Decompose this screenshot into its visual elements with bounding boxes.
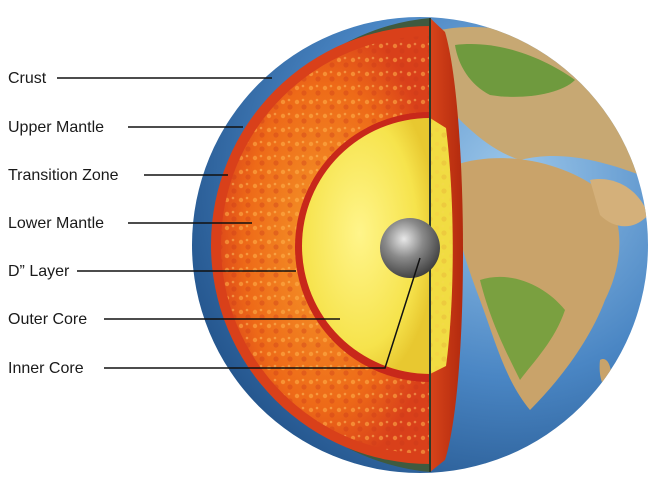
inner-core-sphere bbox=[380, 218, 440, 278]
label-crust: Crust bbox=[8, 70, 47, 87]
outer-core-layer bbox=[302, 118, 430, 374]
cutaway bbox=[211, 18, 464, 472]
label-d-layer: D” Layer bbox=[8, 263, 70, 280]
leader-lines bbox=[57, 77, 421, 369]
label-lower-mantle: Lower Mantle bbox=[8, 215, 104, 232]
label-inner-core: Inner Core bbox=[8, 360, 84, 377]
leader-inner-core bbox=[104, 257, 421, 369]
label-outer-core: Outer Core bbox=[8, 311, 87, 328]
label-upper-mantle: Upper Mantle bbox=[8, 119, 104, 136]
label-transition-zone: Transition Zone bbox=[8, 167, 119, 184]
labels: Crust Upper Mantle Transition Zone Lower… bbox=[8, 70, 119, 377]
